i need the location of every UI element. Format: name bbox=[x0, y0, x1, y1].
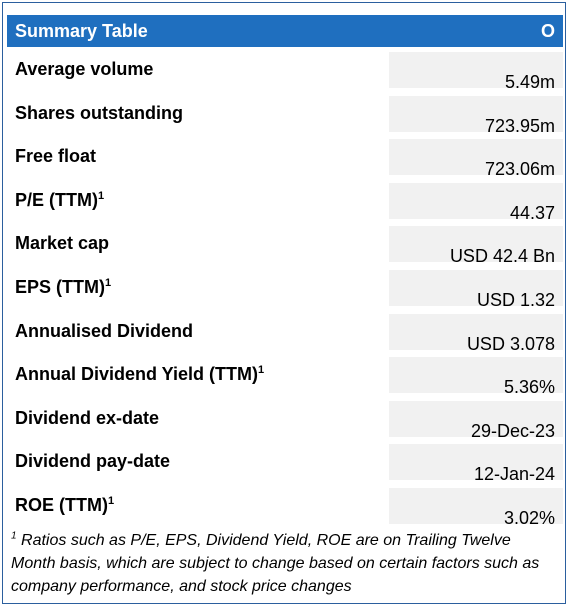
row-label: ROE (TTM)1 bbox=[15, 494, 115, 515]
row-label: Free float bbox=[15, 146, 97, 167]
row-value: 12-Jan-24 bbox=[473, 464, 555, 485]
value-cell: 723.06m bbox=[389, 139, 563, 179]
row-value: 3.02% bbox=[503, 507, 555, 528]
summary-table: Summary Table O Average volume 5.49m Sha… bbox=[2, 2, 566, 604]
value-cell: 5.36% bbox=[389, 357, 563, 397]
value-cell: 29-Dec-23 bbox=[389, 400, 563, 441]
row-value: USD 42.4 Bn bbox=[449, 246, 555, 267]
row-value: USD 1.32 bbox=[476, 289, 555, 310]
footnote: 1 Ratios such as P/E, EPS, Dividend Yiel… bbox=[11, 529, 559, 598]
row-value: 5.36% bbox=[503, 377, 555, 398]
value-cell: 44.37 bbox=[389, 182, 563, 223]
footnote-text: Ratios such as P/E, EPS, Dividend Yield,… bbox=[11, 532, 540, 595]
value-cell: 12-Jan-24 bbox=[389, 444, 563, 484]
row-label: Dividend pay-date bbox=[15, 451, 171, 472]
table-row: Annualised Dividend USD 3.078 bbox=[7, 311, 563, 355]
row-label: Annualised Dividend bbox=[15, 320, 194, 341]
value-cell: USD 42.4 Bn bbox=[389, 226, 563, 266]
row-label: Dividend ex-date bbox=[15, 407, 160, 428]
table-row: Market cap USD 42.4 Bn bbox=[7, 223, 563, 267]
row-label: Shares outstanding bbox=[15, 102, 184, 123]
table-body: Average volume 5.49m Shares outstanding … bbox=[7, 49, 563, 529]
table-row: Annual Dividend Yield (TTM)1 5.36% bbox=[7, 354, 563, 398]
table-row: Free float 723.06m bbox=[7, 136, 563, 180]
value-cell: 5.49m bbox=[389, 52, 563, 92]
table-row: Average volume 5.49m bbox=[7, 49, 563, 93]
table-row: P/E (TTM)1 44.37 bbox=[7, 180, 563, 224]
table-header: Summary Table O bbox=[7, 15, 563, 47]
table-row: ROE (TTM)1 3.02% bbox=[7, 485, 563, 529]
row-value: 723.95m bbox=[484, 115, 555, 136]
table-row: EPS (TTM)1 USD 1.32 bbox=[7, 267, 563, 311]
row-label: EPS (TTM)1 bbox=[15, 276, 112, 297]
table-row: Shares outstanding 723.95m bbox=[7, 93, 563, 137]
row-label: P/E (TTM)1 bbox=[15, 189, 105, 210]
value-cell: USD 3.078 bbox=[389, 313, 563, 354]
value-cell: USD 1.32 bbox=[389, 269, 563, 310]
table-row: Dividend pay-date 12-Jan-24 bbox=[7, 441, 563, 485]
table-row: Dividend ex-date 29-Dec-23 bbox=[7, 398, 563, 442]
table-title: Summary Table bbox=[15, 20, 148, 41]
row-label: Annual Dividend Yield (TTM)1 bbox=[15, 364, 265, 385]
ticker-symbol: O bbox=[540, 20, 555, 41]
row-value: 723.06m bbox=[484, 159, 555, 180]
row-value: 29-Dec-23 bbox=[470, 420, 555, 441]
value-cell: 3.02% bbox=[389, 487, 563, 528]
row-value: 5.49m bbox=[504, 72, 555, 92]
row-label: Market cap bbox=[15, 233, 110, 254]
row-label: Average volume bbox=[15, 59, 154, 79]
row-value: 44.37 bbox=[509, 202, 555, 223]
footnote-marker: 1 bbox=[11, 530, 17, 542]
value-cell: 723.95m bbox=[389, 95, 563, 136]
row-value: USD 3.078 bbox=[466, 333, 555, 354]
